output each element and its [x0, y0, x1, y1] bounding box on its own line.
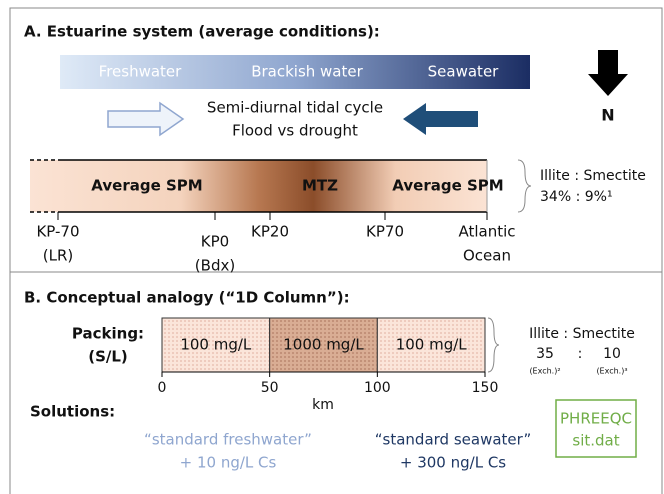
label: Illite : Smectite — [540, 168, 646, 184]
label: Average SPM — [392, 177, 503, 195]
north-arrow — [588, 50, 628, 96]
segment-label: 100 mg/L — [180, 336, 252, 354]
border — [9, 7, 663, 494]
label: “standard seawater” — [375, 431, 531, 449]
tick-label: 0 — [158, 380, 167, 396]
database-box — [555, 399, 637, 458]
segment — [269, 317, 378, 373]
flood-arrow — [107, 101, 185, 137]
tick-label: 50 — [261, 380, 279, 396]
label: Solutions: — [30, 403, 115, 421]
label: PHREEQC — [560, 410, 632, 428]
location-label: KP0 — [201, 233, 229, 251]
label: 35 — [536, 346, 554, 362]
label: : — [578, 346, 583, 362]
label: Seawater — [428, 63, 500, 81]
frame — [9, 7, 663, 494]
location-label: (LR) — [43, 247, 73, 265]
axis-label: km — [312, 397, 334, 413]
brace — [487, 317, 500, 373]
column: 100 mg/L 1000 mg/L 100 mg/L 0 50 100 150 — [158, 317, 499, 396]
title: B. Conceptual analogy (“1D Column”): — [24, 289, 350, 307]
spm-bar — [30, 160, 487, 212]
title: A. Estuarine system (average conditions)… — [24, 23, 380, 41]
label: Illite : Smectite — [529, 326, 635, 342]
segment-label: 1000 mg/L — [283, 336, 364, 354]
label: MTZ — [302, 177, 338, 195]
bar-outline — [30, 159, 488, 213]
label: (S/L) — [88, 348, 128, 366]
location-label: KP20 — [251, 223, 289, 241]
label: Brackish water — [251, 63, 363, 81]
label: + 300 ng/L Cs — [400, 454, 506, 472]
note: (Exch.)³ — [596, 367, 627, 376]
label: sit.dat — [572, 432, 619, 450]
label: + 10 ng/L Cs — [180, 454, 277, 472]
label: 10 — [603, 346, 621, 362]
locations: KP-70 (LR) KP0 (Bdx) KP20 KP70 Atlantic Ocean — [36, 212, 516, 275]
label: Semi-diurnal tidal cycle — [207, 99, 383, 117]
tick-label: 150 — [472, 380, 499, 396]
label: Flood vs drought — [232, 122, 358, 140]
note: (Exch.)² — [529, 367, 560, 376]
brace — [517, 159, 532, 213]
location-label: (Bdx) — [195, 257, 235, 275]
ebb-arrow — [403, 103, 478, 135]
location-label: KP70 — [366, 223, 404, 241]
label: 34% : 9%¹ — [540, 189, 613, 205]
label: Average SPM — [91, 177, 202, 195]
location-label: KP-70 — [36, 223, 79, 241]
label: “standard freshwater” — [144, 431, 312, 449]
north-label: N — [601, 106, 614, 125]
label: Packing: — [72, 325, 144, 343]
label: Freshwater — [99, 63, 182, 81]
tick-label: 100 — [364, 380, 391, 396]
location-label: Ocean — [463, 247, 511, 265]
salinity-bar — [60, 55, 530, 89]
segment-label: 100 mg/L — [396, 336, 468, 354]
location-label: Atlantic — [458, 223, 515, 241]
